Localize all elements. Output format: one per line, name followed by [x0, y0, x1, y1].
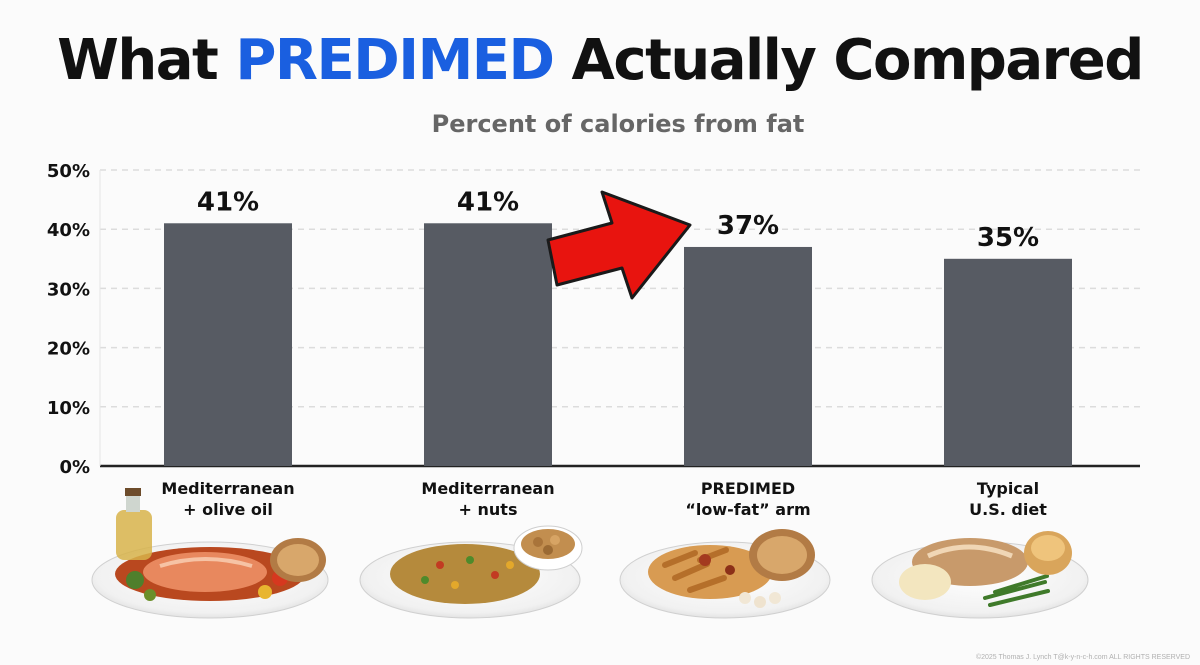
y-tick-label: 20% — [47, 339, 90, 360]
x-category-label: Typical U.S. diet — [908, 478, 1108, 520]
category-line-2: “low-fat” arm — [685, 500, 811, 519]
bar-value-label: 37% — [717, 211, 779, 241]
y-tick-label: 50% — [47, 161, 90, 182]
category-line-1: PREDIMED — [700, 479, 796, 498]
category-line-2: + nuts — [458, 500, 518, 519]
x-category-label: Mediterranean + nuts — [388, 478, 588, 520]
y-tick-label: 10% — [47, 398, 90, 419]
title-after: Actually Compared — [553, 28, 1145, 93]
bar — [164, 223, 292, 466]
chart-subtitle: Percent of calories from fat — [431, 110, 805, 138]
x-category-label: Mediterranean + olive oil — [128, 478, 328, 520]
category-line-1: Mediterranean — [161, 479, 295, 498]
bar-value-label: 35% — [977, 223, 1039, 253]
red-arrow-icon — [546, 190, 692, 300]
category-line-1: Mediterranean — [421, 479, 555, 498]
chart-title: What PREDIMED Actually Compared — [0, 28, 1200, 93]
y-tick-label: 0% — [59, 457, 90, 478]
bar-value-label: 41% — [197, 187, 259, 217]
food-plate-us-diet — [871, 531, 1089, 619]
bar-value-label: 41% — [457, 187, 519, 217]
category-line-2: + olive oil — [183, 500, 273, 519]
bar — [424, 223, 552, 466]
title-before: What — [57, 28, 236, 93]
food-plate-low-fat — [619, 529, 831, 619]
bar — [944, 258, 1072, 466]
copyright-footer: ©2025 Thomas J. Lynch T@k-y-n-c-h.com AL… — [975, 654, 1190, 661]
x-category-label: PREDIMED “low-fat” arm — [648, 478, 848, 520]
category-line-1: Typical — [976, 479, 1040, 498]
bar — [684, 246, 812, 466]
category-line-2: U.S. diet — [969, 500, 1047, 519]
y-tick-label: 30% — [47, 279, 90, 300]
title-highlight: PREDIMED — [235, 28, 555, 93]
food-plate-nuts — [359, 525, 583, 619]
food-plate-olive-oil — [91, 488, 329, 619]
y-tick-label: 40% — [47, 220, 90, 241]
